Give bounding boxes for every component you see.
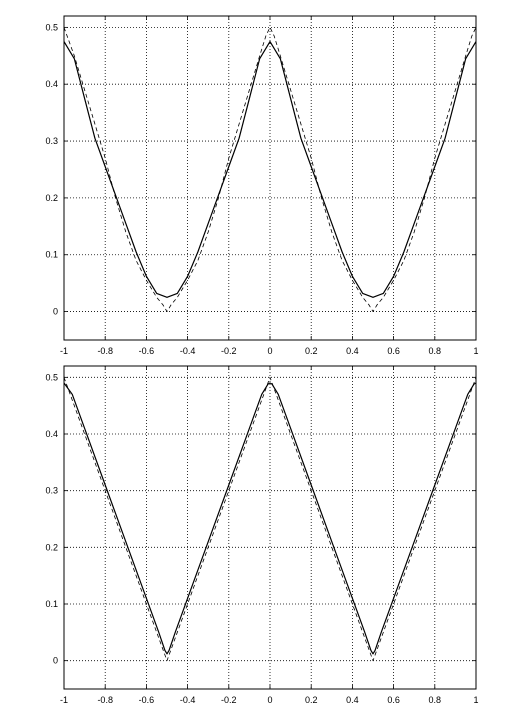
x-tick-label: -0.4: [180, 346, 196, 356]
x-tick-label: 0: [267, 346, 272, 356]
series-1-line: [63, 382, 477, 655]
x-tick-label: -1: [60, 346, 68, 356]
x-tick-label: -0.6: [139, 346, 155, 356]
y-tick-label: 0.2: [45, 193, 58, 203]
y-tick-label: 0.4: [45, 79, 58, 89]
series-2-line: [63, 376, 477, 662]
y-tick-label: 0: [53, 307, 58, 317]
y-tick-label: 0.4: [45, 429, 58, 439]
series-2-line: [63, 26, 477, 312]
y-tick-label: 0: [53, 656, 58, 666]
y-tick-label: 0.1: [45, 599, 58, 609]
x-tick-label: -0.4: [180, 695, 196, 705]
axes-frame: [63, 365, 477, 690]
x-tick-label: 0: [267, 695, 272, 705]
x-tick-label: 1: [473, 695, 478, 705]
x-tick-label: -0.8: [97, 346, 113, 356]
y-tick-label: 0.1: [45, 250, 58, 260]
x-tick-label: 0.4: [346, 695, 359, 705]
x-tick-label: -0.2: [221, 695, 237, 705]
y-tick-label: 0.3: [45, 136, 58, 146]
series-1-line: [63, 40, 477, 298]
x-tick-label: -0.8: [97, 695, 113, 705]
axes-frame: [63, 15, 477, 341]
chart-1: -1 -0.8 -0.6 -0.4 -0.2 0 0.2 0.4 0.6 0.8 1 0 0.1 0.2 0…: [45, 15, 479, 356]
y-tick-label: 0.2: [45, 542, 58, 552]
x-tick-label: 1: [473, 346, 478, 356]
x-tick-label: 0.4: [346, 346, 359, 356]
x-tick-label: 0.8: [429, 695, 442, 705]
y-tick-label: 0.5: [45, 372, 58, 382]
x-tick-label: 0.6: [387, 346, 400, 356]
x-tick-label: -0.6: [139, 695, 155, 705]
x-tick-label: 0.2: [305, 695, 318, 705]
plot-area: [64, 366, 476, 689]
chart-2: -1 -0.8 -0.6 -0.4 -0.2 0 0.2 0.4 0.6 0.8 1 0 0.1 0.2 0…: [45, 365, 479, 705]
x-tick-label: -1: [60, 695, 68, 705]
y-tick-label: 0.5: [45, 22, 58, 32]
x-tick-label: 0.6: [387, 695, 400, 705]
x-tick-label: 0.8: [429, 346, 442, 356]
y-tick-label: 0.3: [45, 486, 58, 496]
x-tick-label: 0.2: [305, 346, 318, 356]
x-tick-label: -0.2: [221, 346, 237, 356]
